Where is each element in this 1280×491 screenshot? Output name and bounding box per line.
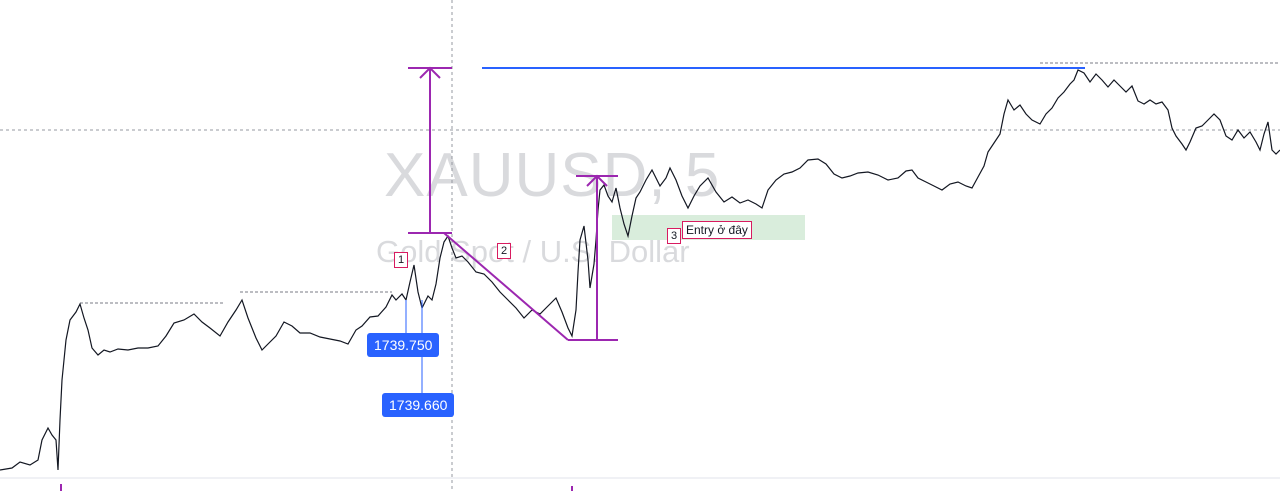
- measure-arrow-1-head: [419, 66, 441, 79]
- price-label-1[interactable]: 1739.750: [367, 333, 440, 357]
- trend-line: [443, 232, 569, 341]
- symbol-watermark: XAUUSD, 5: [384, 141, 721, 210]
- price-series: [0, 69, 1280, 471]
- entry-note[interactable]: Entry ở đây: [682, 221, 752, 239]
- measure-arrow-2-head: [586, 174, 608, 187]
- marker-3[interactable]: 3: [667, 228, 682, 244]
- marker-2[interactable]: 2: [497, 243, 512, 259]
- price-label-2[interactable]: 1739.660: [382, 393, 455, 417]
- marker-1[interactable]: 1: [394, 252, 409, 268]
